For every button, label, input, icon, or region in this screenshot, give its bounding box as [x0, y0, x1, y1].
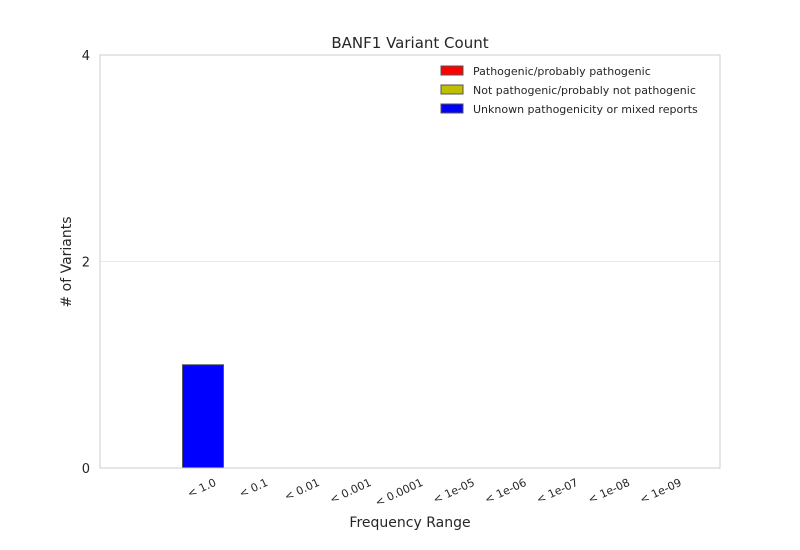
- legend: Pathogenic/probably pathogenic Not pathog…: [440, 65, 698, 116]
- y-tick-label: 0: [82, 462, 90, 477]
- x-tick-label: < 0.0001: [373, 476, 425, 509]
- y-tick-label: 2: [82, 256, 90, 271]
- x-tick-label: < 1e-06: [483, 476, 529, 507]
- y-axis-ticks: 0 2 4: [82, 49, 90, 477]
- x-tick-label: < 1e-05: [431, 476, 477, 507]
- bar-layer: [182, 364, 224, 469]
- x-tick-label: < 1e-09: [638, 476, 684, 507]
- x-axis-ticks: < 1.0 < 0.1 < 0.01 < 0.001 < 0.0001 < 1e-05 < …: [185, 476, 683, 509]
- legend-swatch-1: [440, 65, 464, 76]
- x-tick-label: < 0.01: [282, 476, 321, 504]
- plot-area-frame: [99, 54, 721, 469]
- y-axis-title: # of Variants: [59, 216, 75, 307]
- legend-swatch-2: [440, 84, 464, 95]
- y-tick-label: 4: [82, 49, 90, 64]
- legend-label-3: Unknown pathogenicity or mixed reports: [473, 103, 698, 116]
- legend-label-2: Not pathogenic/probably not pathogenic: [473, 84, 696, 97]
- x-tick-label: < 1.0: [185, 476, 218, 501]
- chart-title: BANF1 Variant Count: [331, 34, 488, 52]
- legend-label-1: Pathogenic/probably pathogenic: [473, 65, 651, 78]
- x-tick-label: < 0.1: [237, 476, 270, 501]
- x-tick-label: < 1e-07: [534, 476, 580, 507]
- x-tick-label: < 0.001: [328, 476, 374, 506]
- x-axis-title: Frequency Range: [349, 515, 470, 531]
- x-tick-label: < 1e-08: [586, 476, 632, 507]
- legend-swatch-3: [440, 103, 464, 114]
- bar-3-1: [182, 364, 224, 469]
